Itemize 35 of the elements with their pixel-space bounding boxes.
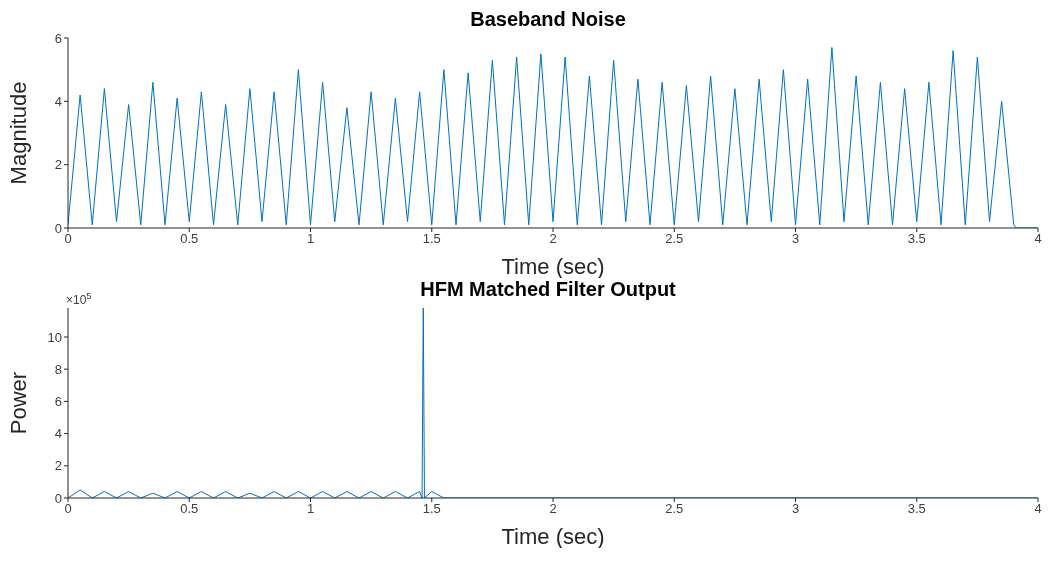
x-tick-label: 3.5 xyxy=(907,231,926,247)
y-tick-label: 4 xyxy=(54,93,62,109)
x-tick-label: 1 xyxy=(306,501,315,517)
x-tick-label: 2.5 xyxy=(665,231,684,247)
x-tick-label: 2 xyxy=(549,231,557,247)
y-tick-label: 6 xyxy=(54,30,62,46)
x-tick-label: 0.5 xyxy=(180,501,199,517)
x-tick-label: 2.5 xyxy=(665,501,684,517)
y-tick-label: 0 xyxy=(54,220,62,236)
x-tick-label: 2 xyxy=(549,501,557,517)
y-tick-label: 10 xyxy=(47,329,62,345)
x-tick-label: 1.5 xyxy=(422,231,441,247)
y-tick-label: 8 xyxy=(54,361,62,377)
x-axis-title: Time (sec) xyxy=(501,254,605,279)
x-tick-label: 3.5 xyxy=(907,501,926,517)
text: ×10$^{5}$ xyxy=(66,289,92,307)
y-axis-title: Power xyxy=(5,371,31,435)
x-tick-label: 3 xyxy=(791,501,800,517)
y-tick-label: 6 xyxy=(54,394,62,409)
x-axis-title: Time (sec) xyxy=(501,524,605,549)
chart-title: Baseband Noise xyxy=(469,8,627,32)
x-tick-label: 4 xyxy=(1034,231,1042,247)
x-tick-label: 3 xyxy=(791,231,800,247)
y-axis-title: Magnitude xyxy=(5,81,31,185)
x-tick-label: 1 xyxy=(306,231,315,247)
y-tick-label: 2 xyxy=(54,458,62,474)
y-tick-label: 4 xyxy=(54,426,62,442)
x-tick-label: 1.5 xyxy=(422,501,441,517)
x-tick-label: 0.5 xyxy=(180,231,199,247)
x-tick-label: 4 xyxy=(1034,501,1042,517)
x-tick-label: 0 xyxy=(64,501,72,517)
chart-title: HFM Matched Filter Output xyxy=(420,278,676,300)
y-tick-label: 0 xyxy=(54,490,62,506)
x-tick-label: 0 xyxy=(64,231,72,247)
y-tick-label: 2 xyxy=(54,157,62,173)
